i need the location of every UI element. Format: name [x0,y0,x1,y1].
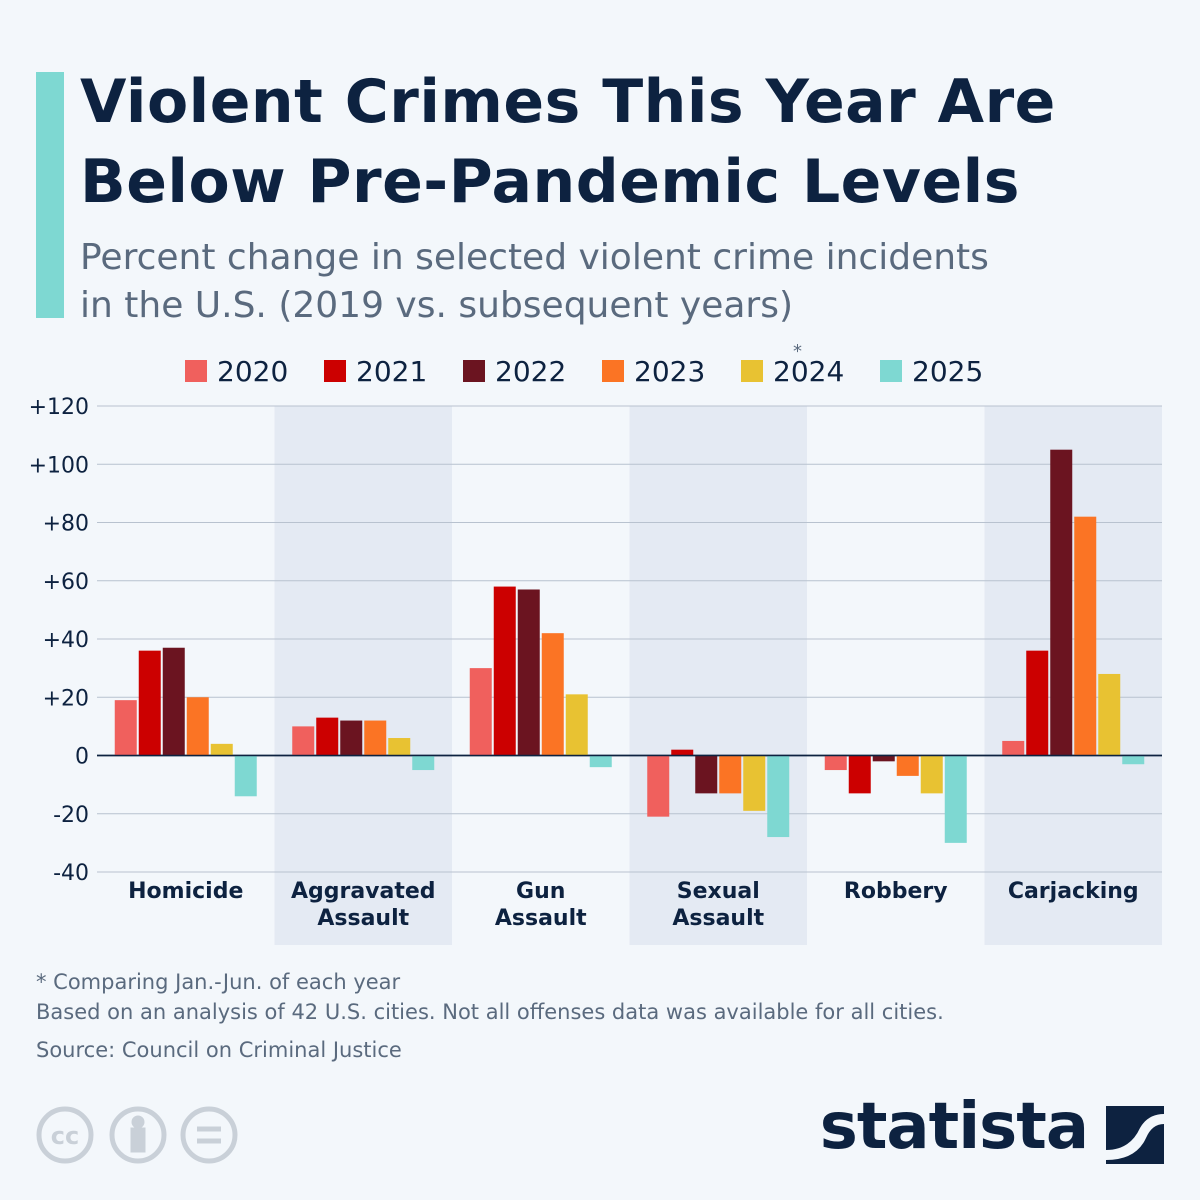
footnote: Based on an analysis of 42 U.S. cities. … [36,1000,944,1024]
bar [316,717,339,756]
bar [872,755,895,762]
brand: statista [819,1090,1089,1164]
bar [412,755,435,771]
legend-swatch [602,360,624,382]
y-tick-label: +20 [43,686,89,711]
legend-label: 2022 [495,355,566,388]
legend-label: 2023 [634,355,705,388]
bar [647,755,670,817]
bar [848,755,871,794]
bar [1050,449,1073,756]
bar [1122,755,1145,765]
bar [364,720,387,756]
legend-swatch [880,360,902,382]
bar [162,647,185,756]
legend-label: 2024 [773,355,844,388]
subtitle-wrap: Percent change in selected violent crime… [80,234,989,362]
bar [695,755,718,794]
bar [469,668,492,756]
y-tick-label: +120 [29,395,89,420]
bar [767,755,790,838]
cc-text: cc [51,1122,79,1150]
y-tick-label: -20 [53,803,89,828]
bar [1002,740,1025,756]
x-tick-label: Gun Assault [494,879,587,931]
bar [671,749,694,756]
brand-icon [1106,1106,1164,1164]
y-tick-label: +60 [43,570,89,595]
bar [896,755,919,776]
bar [292,726,315,756]
bar [186,697,209,756]
bar [340,720,363,756]
bar [824,755,847,771]
bar [589,755,612,768]
bar [234,755,257,797]
x-tick-label: Carjacking [1007,879,1139,904]
y-tick-label: 0 [75,745,89,770]
footnote: * Comparing Jan.-Jun. of each year [36,970,401,994]
x-tick-label: Robbery [843,879,948,904]
y-tick-label: +80 [43,512,89,537]
bar [114,700,137,756]
bar [210,743,233,756]
bar [138,650,161,756]
category-band [984,406,1162,945]
y-tick-label: -40 [53,861,89,886]
license-icons [36,1106,238,1164]
legend-label: 2020 [217,355,288,388]
bar [1074,516,1097,756]
bar [719,755,742,794]
legend-label: 2025 [912,355,983,388]
category-band [629,406,807,945]
x-tick-label: Homicide [128,879,244,904]
bar [388,738,411,756]
subtitle: Percent change in selected violent crime… [80,237,989,326]
footnote: Source: Council on Criminal Justice [36,1038,402,1062]
bar [493,586,516,756]
accent-bar [36,72,64,318]
legend-swatch [741,360,763,382]
bar [1098,673,1121,756]
chart-title: Violent Crimes This Year Are Below Pre-P… [80,67,1056,217]
bar [944,755,967,843]
legend-swatch [324,360,346,382]
y-tick-label: +100 [29,453,89,478]
x-tick-label: Aggravated Assault [290,879,436,931]
bar [565,694,588,756]
bar [920,755,943,794]
subtitle-mark: * [793,341,803,362]
bar [743,755,766,811]
y-tick-label: +40 [43,628,89,653]
x-tick-label: Sexual Assault [672,879,765,931]
legend-label: 2021 [356,355,427,388]
bar [517,589,540,756]
bar [541,633,564,756]
legend-swatch [463,360,485,382]
legend-swatch [185,360,207,382]
category-band [274,406,452,945]
bar [1026,650,1049,756]
